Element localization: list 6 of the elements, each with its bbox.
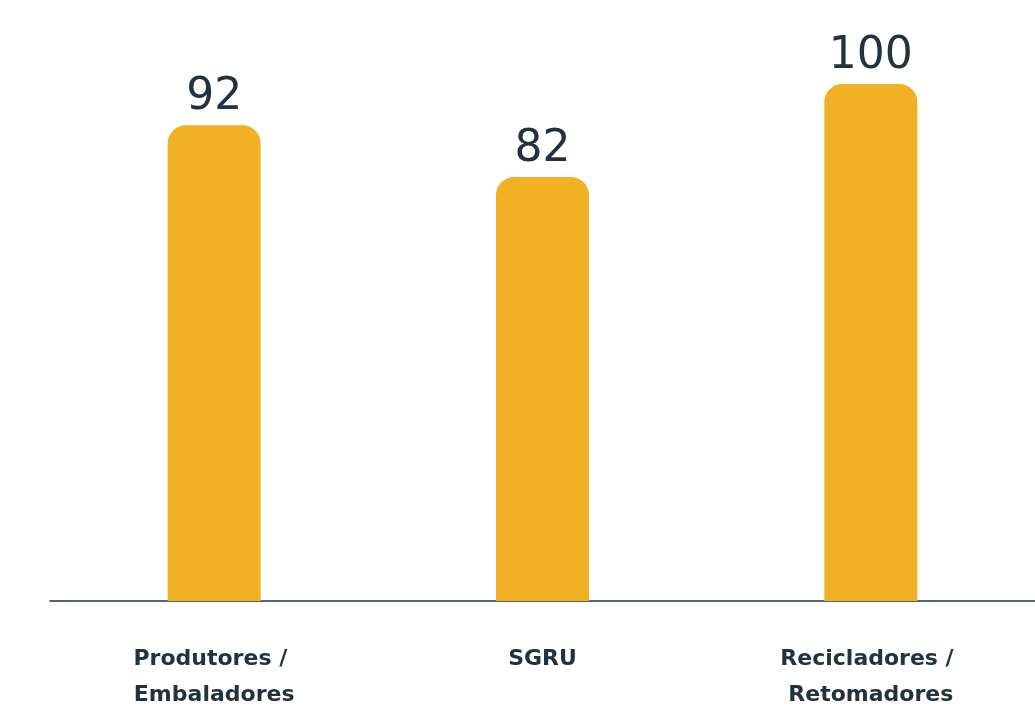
x-tick-label: SGRU [508,644,577,670]
x-tick-label: Produtores / Embaladores [133,644,295,706]
data-label: 100 [828,26,913,78]
data-label: 82 [514,119,571,171]
x-tick-label: Recicladores / Retomadores [780,644,962,706]
data-label: 92 [186,67,243,119]
